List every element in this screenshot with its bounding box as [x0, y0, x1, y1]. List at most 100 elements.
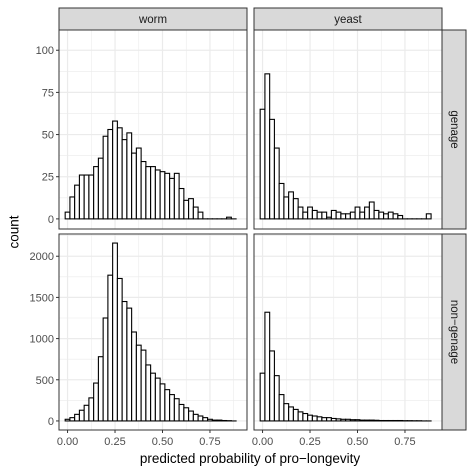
histogram-bar — [278, 394, 285, 422]
histogram-bar — [169, 394, 175, 422]
y-tick-label: 1500 — [30, 292, 54, 304]
histogram-bar — [297, 206, 304, 220]
histogram-bar — [83, 404, 90, 422]
histogram-bar — [154, 377, 161, 422]
y-tick-label: 25 — [42, 172, 54, 184]
y-tick-label: 50 — [42, 130, 54, 142]
column-strip-label: yeast — [334, 14, 362, 26]
histogram-bar — [107, 128, 114, 220]
histogram-bar — [330, 417, 337, 422]
histogram-bar — [292, 198, 299, 220]
histogram-bar — [74, 413, 80, 422]
histogram-bar — [288, 406, 294, 422]
histogram-bar — [387, 211, 394, 220]
histogram-bar — [283, 403, 290, 422]
histogram-bar — [273, 147, 280, 220]
histogram-bar — [326, 417, 332, 422]
x-tick-label: 0.00 — [57, 436, 78, 448]
histogram-bar — [340, 213, 347, 220]
histogram-bar — [135, 147, 142, 220]
y-tick-label: 2000 — [30, 251, 54, 263]
histogram-bar — [88, 397, 95, 422]
x-tick-label: 0.75 — [394, 436, 415, 448]
panel-worm-genage — [58, 29, 248, 230]
histogram-bar — [392, 213, 399, 220]
histogram-bar — [121, 139, 128, 220]
histogram-bar — [74, 184, 80, 220]
histogram-bar — [364, 419, 370, 422]
histogram-bar — [154, 169, 161, 220]
histogram-bar — [207, 418, 213, 422]
column-strip — [58, 7, 248, 31]
histogram-bar — [326, 216, 332, 220]
histogram-bar — [116, 277, 123, 422]
histogram-bar — [273, 375, 280, 422]
histogram-bar — [121, 300, 128, 422]
histogram-bar — [131, 152, 137, 220]
histogram-bar — [211, 419, 218, 422]
histogram-bar — [178, 403, 185, 422]
histogram-bar — [188, 198, 194, 220]
histogram-bar — [264, 73, 271, 220]
y-tick-label: 500 — [36, 375, 54, 387]
histogram-bar — [150, 166, 156, 220]
histogram-bar — [164, 389, 171, 422]
histogram-bar — [288, 191, 294, 220]
histogram-bar — [259, 372, 266, 422]
histogram-bar — [297, 411, 304, 422]
histogram-bar — [178, 187, 185, 220]
panel-border — [58, 233, 248, 431]
histogram-bar — [321, 211, 328, 220]
histogram-bar — [93, 166, 99, 220]
histogram-bar — [78, 409, 85, 422]
histogram-bar — [316, 416, 323, 422]
histogram-bar — [64, 211, 71, 220]
row-strip-label: genage — [448, 110, 460, 148]
histogram-bar — [112, 120, 118, 220]
histogram-bar — [107, 274, 114, 422]
histogram-bar — [102, 317, 109, 422]
panel-background — [254, 234, 442, 430]
histogram-bar — [145, 364, 152, 422]
histogram-bar — [269, 118, 275, 220]
histogram-bar — [349, 419, 356, 422]
histogram-bar — [311, 209, 318, 220]
histogram-bar — [192, 413, 199, 422]
histogram-bar — [116, 127, 123, 220]
histogram-bar — [373, 209, 380, 220]
histogram-bar — [197, 415, 204, 422]
histogram-bar — [197, 211, 204, 220]
histogram-bar — [126, 132, 133, 220]
histogram-bar — [140, 349, 147, 422]
histogram-bar — [311, 415, 318, 422]
histogram-bar — [69, 196, 76, 220]
histogram-bar — [183, 407, 190, 422]
x-tick-label: 0.25 — [104, 436, 125, 448]
column-strip — [253, 7, 443, 31]
y-tick-label: 0 — [48, 214, 54, 226]
x-tick-label: 0.00 — [252, 436, 273, 448]
histogram-bar — [97, 157, 104, 220]
histogram-bar — [145, 166, 152, 220]
histogram-bar — [264, 311, 271, 422]
x-tick-label: 0.25 — [299, 436, 320, 448]
histogram-bar — [359, 211, 366, 220]
histogram-bar — [349, 211, 356, 220]
histogram-bar — [345, 213, 351, 220]
column-strip-label: worm — [138, 14, 167, 26]
histogram-bar — [307, 206, 313, 220]
histogram-bar — [159, 171, 166, 220]
y-tick-label: 0 — [48, 416, 54, 428]
histogram-bar — [335, 211, 342, 220]
x-tick-label: 0.50 — [152, 436, 173, 448]
panel-yeast-non-genage — [253, 233, 443, 431]
histogram-bar — [140, 160, 147, 220]
histogram-bar — [368, 201, 375, 220]
y-tick-label: 1000 — [30, 334, 54, 346]
histogram-bar — [164, 172, 171, 220]
histogram-bar — [173, 172, 180, 220]
histogram-bar — [97, 356, 104, 422]
histogram-bar — [83, 174, 90, 220]
histogram-bar — [364, 206, 370, 220]
y-axis-title: count — [7, 215, 22, 248]
